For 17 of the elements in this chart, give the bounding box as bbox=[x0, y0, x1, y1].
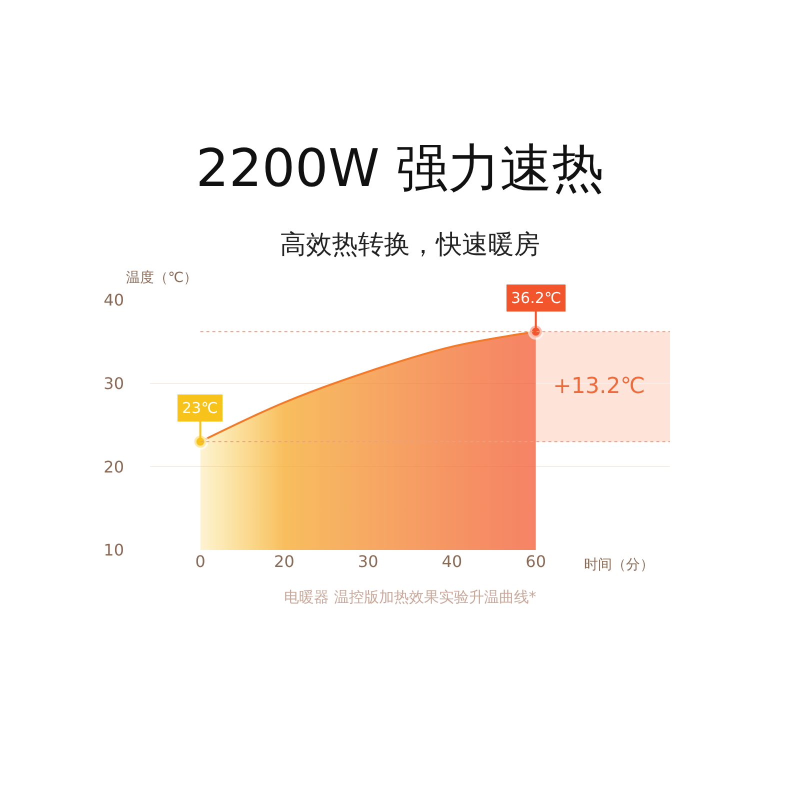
y-tick-label: 20 bbox=[104, 457, 124, 476]
x-tick-label: 40 bbox=[442, 552, 462, 571]
text: 电暖器 温控版加热效果实验升温曲线* bbox=[284, 588, 537, 606]
y-tick-label: 40 bbox=[104, 290, 124, 310]
x-tick-label: 0 bbox=[195, 552, 206, 571]
y-tick-label: 30 bbox=[104, 374, 124, 393]
chart-subtitle: 高效热转换，快速暖房 bbox=[280, 230, 540, 260]
x-axis-title: 时间（分） bbox=[584, 557, 654, 573]
chart-title: 2200W 强力速热 bbox=[196, 139, 604, 200]
data-label: 23℃ bbox=[182, 399, 218, 417]
y-tick-label: 10 bbox=[104, 540, 124, 560]
x-tick-label: 60 bbox=[526, 552, 546, 571]
band-label: +13.2℃ bbox=[553, 374, 646, 399]
y-axis-title: 温度（℃） bbox=[126, 270, 198, 286]
data-label: 36.2℃ bbox=[511, 289, 562, 307]
x-tick-label: 20 bbox=[274, 552, 294, 571]
x-tick-label: 30 bbox=[358, 552, 378, 571]
